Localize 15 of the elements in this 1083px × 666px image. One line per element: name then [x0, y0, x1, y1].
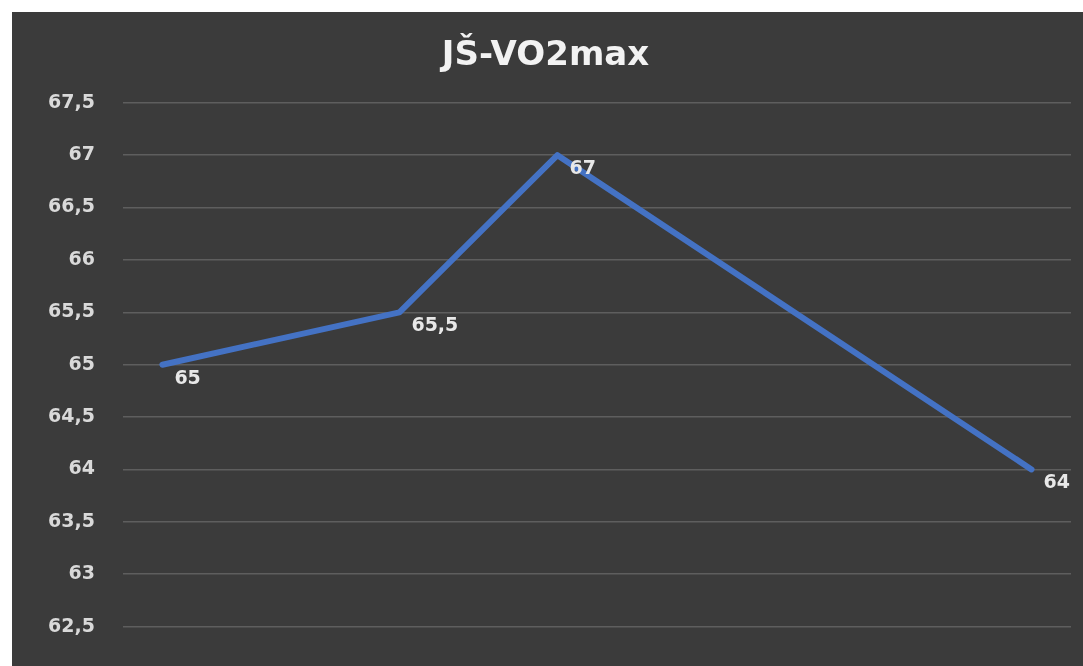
- y-tick-label: 66,5: [47, 194, 95, 217]
- y-tick-label: 64,5: [47, 404, 95, 427]
- data-label: 64: [1043, 470, 1070, 493]
- data-label: 65: [174, 365, 201, 388]
- data-label: 65,5: [411, 313, 459, 336]
- y-tick-label: 65,5: [47, 299, 95, 322]
- y-tick-label: 67: [68, 142, 95, 165]
- chart-title: JŠ-VO2max: [439, 33, 650, 74]
- y-tick-label: 64: [68, 456, 95, 479]
- y-tick-label: 66: [68, 246, 95, 269]
- y-tick-label: 62,5: [47, 613, 95, 636]
- y-tick-label: 67,5: [47, 89, 95, 112]
- y-tick-label: 63,5: [47, 508, 95, 531]
- y-tick-label: 63: [68, 561, 95, 584]
- y-tick-label: 65: [68, 351, 95, 374]
